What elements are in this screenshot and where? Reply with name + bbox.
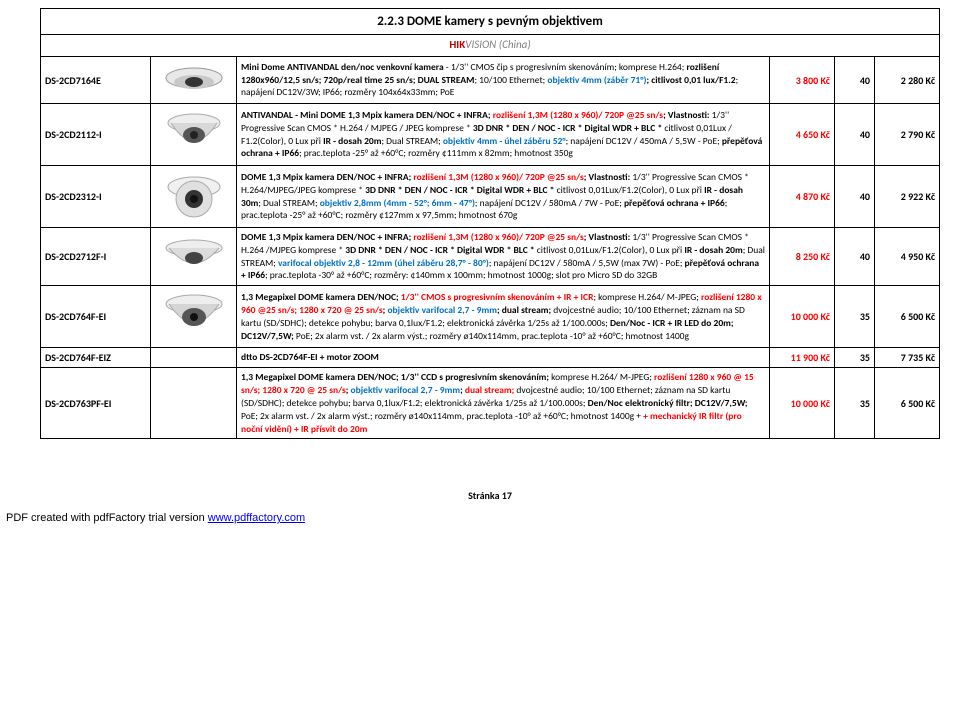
brand-red: HIK [449,38,465,51]
description-cell: dtto DS-2CD764F-EI + motor ZOOM [237,348,770,368]
table-row: DS-2CD2312-I DOME 1,3 Mpix kamera DEN/NOC… [41,166,940,228]
price-list: 3 800 Kč [769,57,834,104]
product-image [151,104,237,166]
discount-pct: 35 [834,348,874,368]
table-row: DS-2CD7164E Mini Dome ANTIVANDAL den/noc … [41,57,940,104]
description-cell: Mini Dome ANTIVANDAL den/noc venkovní ka… [237,57,770,104]
discount-pct: 40 [834,166,874,228]
product-image [151,348,237,368]
price-list: 4 870 Kč [769,166,834,228]
price-list: 4 650 Kč [769,104,834,166]
price-list: 10 000 Kč [769,286,834,348]
discount-pct: 35 [834,368,874,439]
discount-pct: 40 [834,104,874,166]
discount-pct: 40 [834,228,874,286]
price-list: 11 900 Kč [769,348,834,368]
model-cell: DS-2CD2112-I [41,104,151,166]
pdf-factory-link[interactable]: www.pdffactory.com [208,512,305,524]
table-row: DS-2CD764F-EI 1,3 Megapixel DOME kamera D… [41,286,940,348]
description-cell: 1,3 Megapixel DOME kamera DEN/NOC; 1/3''… [237,286,770,348]
product-image [151,368,237,439]
section-brand: HIKVISION (China) [45,38,935,53]
pdf-factory-note: PDF created with pdfFactory trial versio… [0,506,960,530]
price-net: 6 500 Kč [874,286,939,348]
product-image [151,228,237,286]
price-list: 8 250 Kč [769,228,834,286]
pdf-note-text: PDF created with pdfFactory trial versio… [6,512,208,524]
model-cell: DS-2CD2712F-I [41,228,151,286]
price-list: 10 000 Kč [769,368,834,439]
section-title: 2.2.3 DOME kamery s pevným objektivem [45,12,935,31]
price-net: 2 280 Kč [874,57,939,104]
price-net: 4 950 Kč [874,228,939,286]
product-image [151,166,237,228]
table-row: DS-2CD2112-I ANTIVANDAL - Mini DOME 1,3 M… [41,104,940,166]
price-net: 7 735 Kč [874,348,939,368]
brand-gray: VISION (China) [465,38,530,51]
price-net: 6 500 Kč [874,368,939,439]
model-cell: DS-2CD7164E [41,57,151,104]
price-net: 2 922 Kč [874,166,939,228]
description-cell: DOME 1,3 Mpix kamera DEN/NOC + INFRA; ro… [237,228,770,286]
product-image [151,286,237,348]
description-cell: ANTIVANDAL - Mini DOME 1,3 Mpix kamera D… [237,104,770,166]
model-cell: DS-2CD763PF-EI [41,368,151,439]
page-number: Stránka 17 [40,489,940,502]
price-net: 2 790 Kč [874,104,939,166]
discount-pct: 35 [834,286,874,348]
model-cell: DS-2CD2312-I [41,166,151,228]
description-cell: DOME 1,3 Mpix kamera DEN/NOC + INFRA; ro… [237,166,770,228]
page: 2.2.3 DOME kamery s pevným objektivem HI… [0,0,960,506]
catalog-table: 2.2.3 DOME kamery s pevným objektivem HI… [40,8,940,439]
model-cell: DS-2CD764F-EI [41,286,151,348]
discount-pct: 40 [834,57,874,104]
model-cell: DS-2CD764F-EIZ [41,348,151,368]
table-row: DS-2CD2712F-I DOME 1,3 Mpix kamera DEN/NO… [41,228,940,286]
product-image [151,57,237,104]
description-cell: 1,3 Megapixel DOME kamera DEN/NOC; 1/3''… [237,368,770,439]
table-row: DS-2CD764F-EIZ dtto DS-2CD764F-EI + motor… [41,348,940,368]
table-row: DS-2CD763PF-EI 1,3 Megapixel DOME kamera … [41,368,940,439]
